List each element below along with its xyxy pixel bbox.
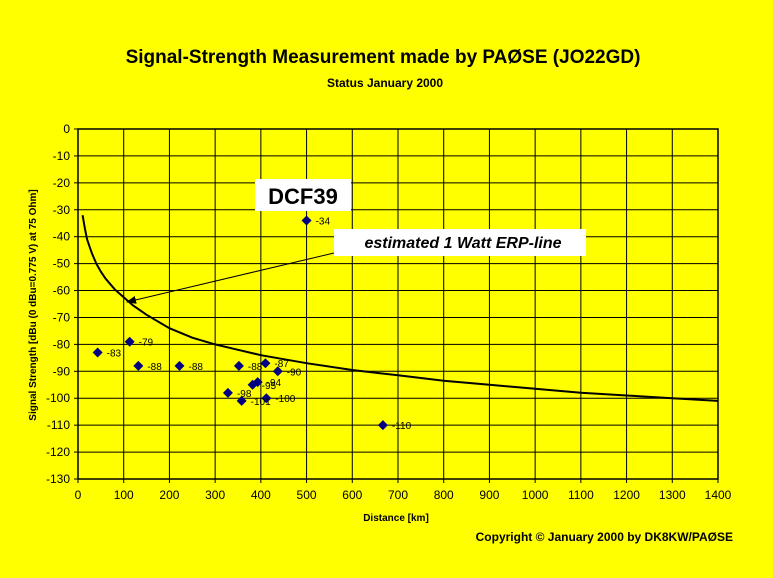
data-label: -34	[316, 217, 331, 228]
x-tick-label: 500	[297, 488, 317, 502]
data-point	[272, 366, 283, 377]
y-tick-label: -110	[47, 418, 70, 432]
data-point	[261, 393, 272, 404]
chart-subtitle: Status January 2000	[327, 76, 443, 90]
data-label: -90	[287, 367, 302, 378]
erp-arrow	[126, 252, 335, 304]
data-label: -100	[275, 394, 295, 405]
x-tick-label: 700	[388, 488, 408, 502]
x-tick-label: 600	[342, 488, 362, 502]
x-tick-label: 200	[159, 488, 179, 502]
y-tick-label: -60	[53, 284, 71, 298]
data-point	[377, 420, 388, 431]
y-tick-label: 0	[63, 122, 70, 136]
x-tick-label: 0	[75, 488, 82, 502]
x-axis-label: Distance [km]	[363, 513, 429, 524]
y-tick-label: -20	[53, 176, 71, 190]
data-point	[236, 395, 247, 406]
y-tick-label: -120	[46, 445, 70, 459]
dcf39-label-box	[255, 179, 351, 211]
data-point	[252, 377, 263, 388]
y-tick-label: -10	[53, 149, 71, 163]
y-tick-label: -100	[46, 391, 70, 405]
data-label: -94	[267, 378, 282, 389]
data-label: -110	[392, 421, 412, 432]
y-axis-label: Signal Strength [dBu (0 dBu=0.775 V) at …	[28, 189, 39, 420]
x-tick-label: 1200	[613, 488, 640, 502]
x-tick-label: 900	[479, 488, 499, 502]
x-tick-label: 800	[434, 488, 454, 502]
data-label: -88	[147, 362, 162, 373]
data-label: -87	[274, 359, 289, 370]
data-point	[222, 387, 233, 398]
data-point	[233, 360, 244, 371]
erp-label-box	[334, 229, 586, 256]
data-point	[133, 360, 144, 371]
data-labels: -83 -79 -88 -88 -88 -98-101 -95-94 -87-90 -100 -3…	[107, 217, 412, 433]
y-tick-label: -80	[53, 337, 71, 351]
x-tick-label: 1300	[659, 488, 686, 502]
data-label: -95	[262, 381, 277, 392]
x-tick-label: 300	[205, 488, 225, 502]
dcf39-label: DCF39	[268, 184, 338, 209]
data-point	[301, 215, 312, 226]
data-point	[174, 360, 185, 371]
data-label: -88	[248, 362, 263, 373]
dcf39-annotation: DCF39	[255, 179, 351, 211]
erp-label: estimated 1 Watt ERP-line	[364, 235, 561, 252]
data-point	[260, 358, 271, 369]
data-point	[124, 336, 135, 347]
y-tick-label: -40	[53, 230, 71, 244]
data-label: -88	[188, 362, 203, 373]
data-label: -101	[251, 397, 271, 408]
x-tick-label: 1100	[568, 488, 594, 502]
y-tick-label: -70	[53, 310, 71, 324]
y-tick-label: -30	[53, 203, 71, 217]
erp-reference-curve	[81, 215, 719, 402]
data-label: -98	[237, 389, 252, 400]
x-tick-labels: 0 100 200 300 400 500 600 700 800 900 1000 1100 1200…	[75, 479, 732, 502]
data-label: -83	[107, 348, 122, 359]
x-tick-label: 100	[114, 488, 134, 502]
data-label: -79	[139, 338, 154, 349]
y-tick-label: -130	[46, 472, 70, 486]
y-tick-label: -90	[53, 364, 71, 378]
x-tick-label: 1400	[705, 488, 732, 502]
erp-annotation: estimated 1 Watt ERP-line	[126, 229, 586, 304]
copyright-text: Copyright © January 2000 by DK8KW/PAØSE	[476, 530, 733, 544]
data-points	[92, 215, 388, 431]
x-tick-label: 400	[251, 488, 271, 502]
y-tick-labels: 0 -10 -20 -30 -40 -50 -60 -70 -80 -90 -100 -110 -120…	[46, 122, 78, 486]
y-tick-label: -50	[53, 257, 71, 271]
x-tick-label: 1000	[522, 488, 549, 502]
data-point	[92, 347, 103, 358]
chart-title: Signal-Strength Measurement made by PAØS…	[126, 47, 641, 68]
